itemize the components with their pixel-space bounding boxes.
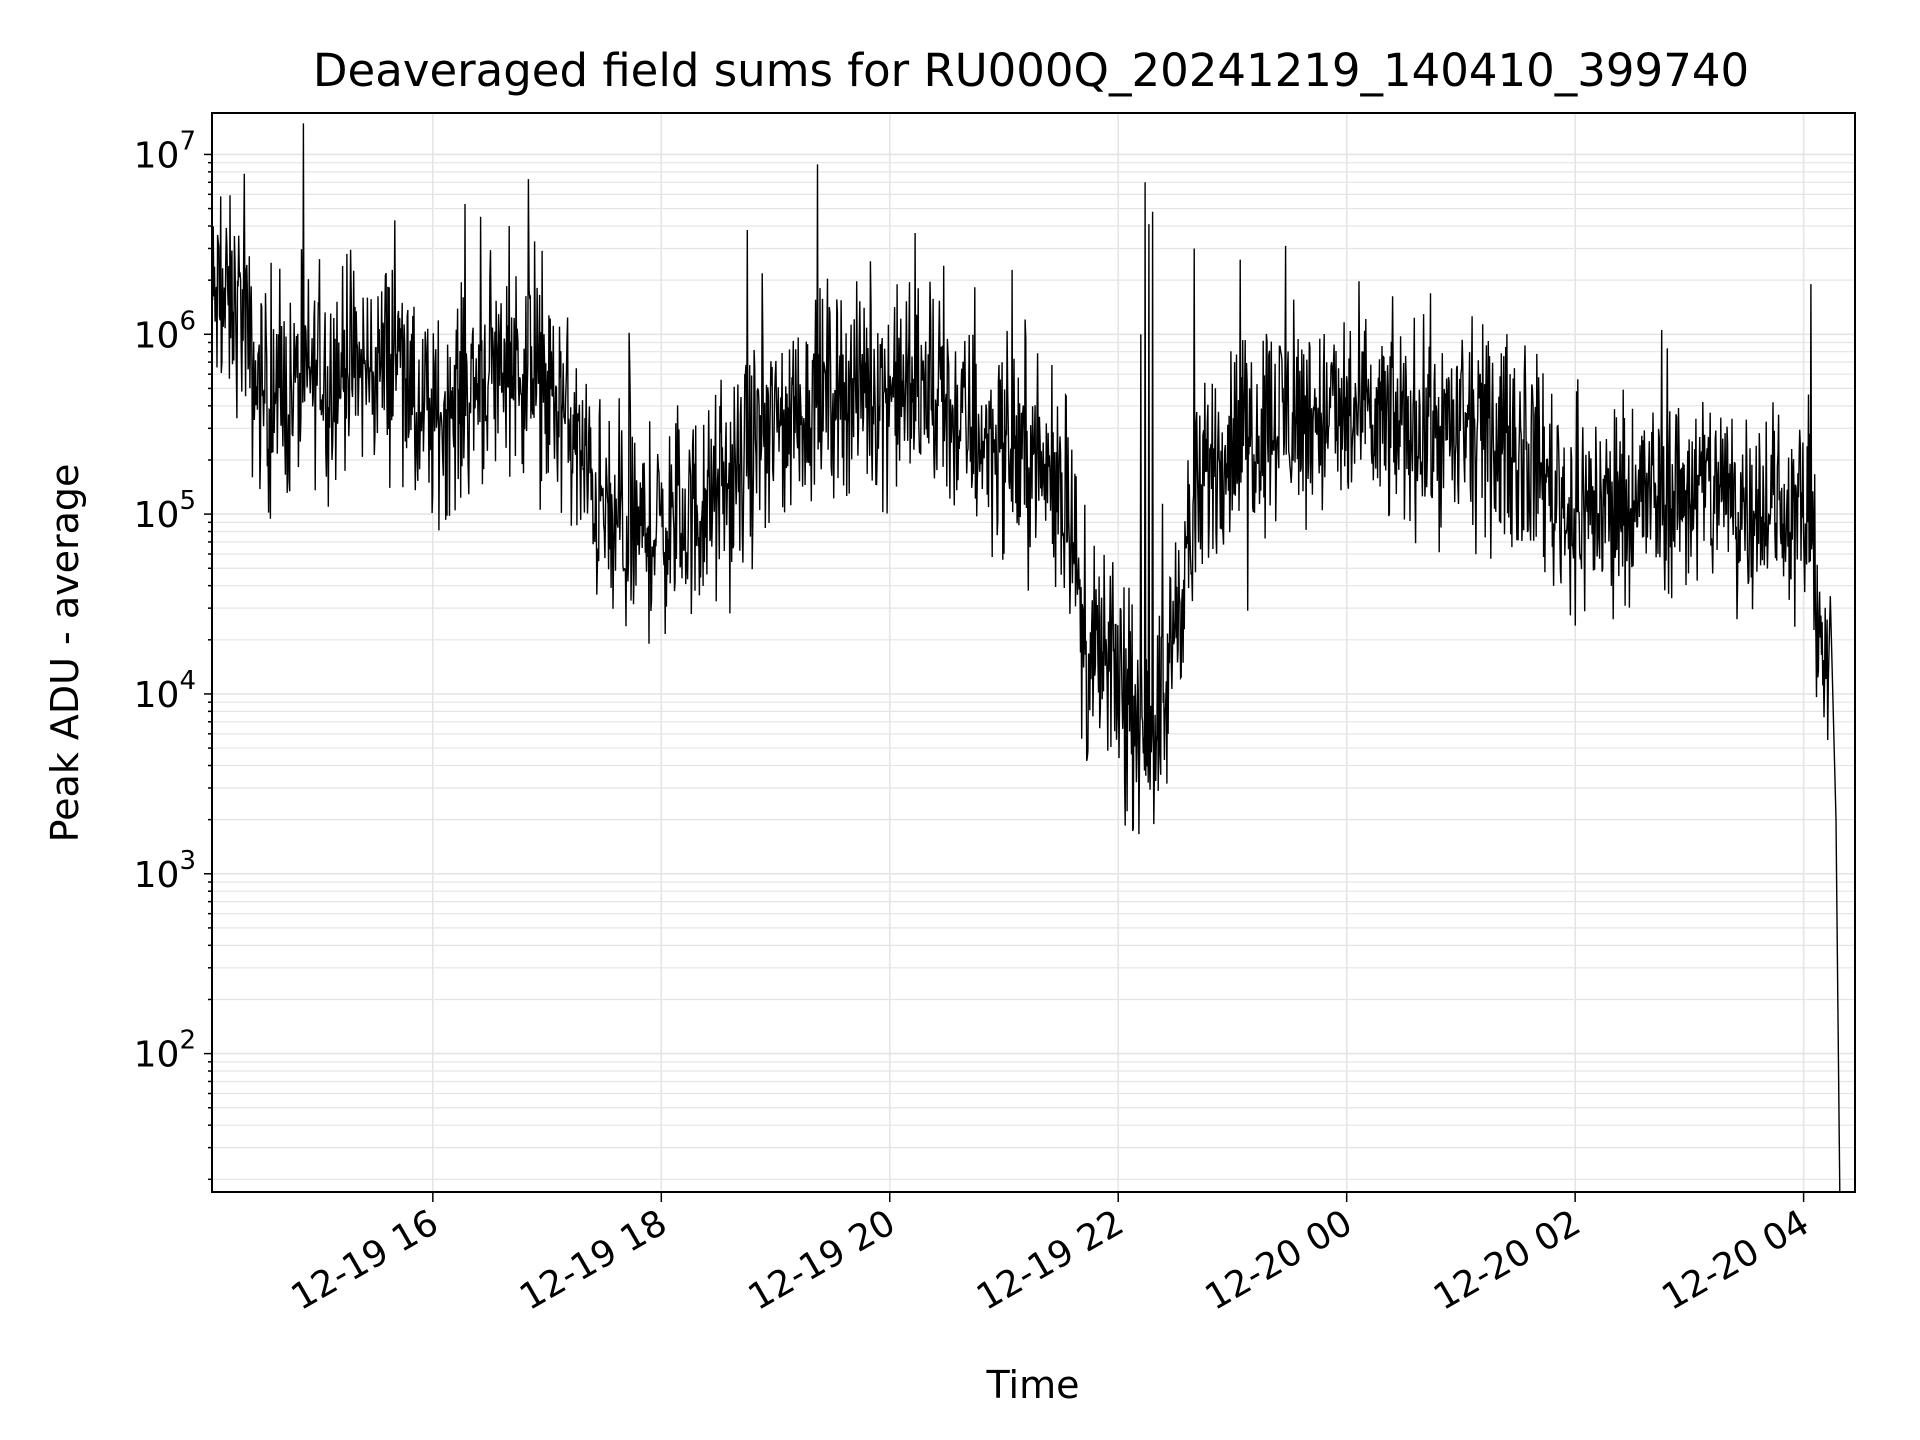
series-line [212,123,1841,1192]
y-tick-label: 105 [134,486,196,536]
y-axis-title: Peak ADU - average [43,464,87,843]
grid-lines [212,113,1855,1192]
y-tick-label: 104 [134,666,196,716]
y-axis-ticks: 102 103 104 105 106 107 [134,126,212,1181]
chart-title: Deaveraged field sums for RU000Q_2024121… [313,44,1749,97]
y-tick-label: 107 [134,126,196,176]
x-axis-title: Time [986,1363,1080,1407]
y-tick-label: 103 [134,846,196,896]
y-tick-label: 106 [134,306,196,356]
y-tick-label: 102 [134,1026,196,1076]
plot-area [212,123,1841,1192]
plot-frame [211,112,1856,1193]
